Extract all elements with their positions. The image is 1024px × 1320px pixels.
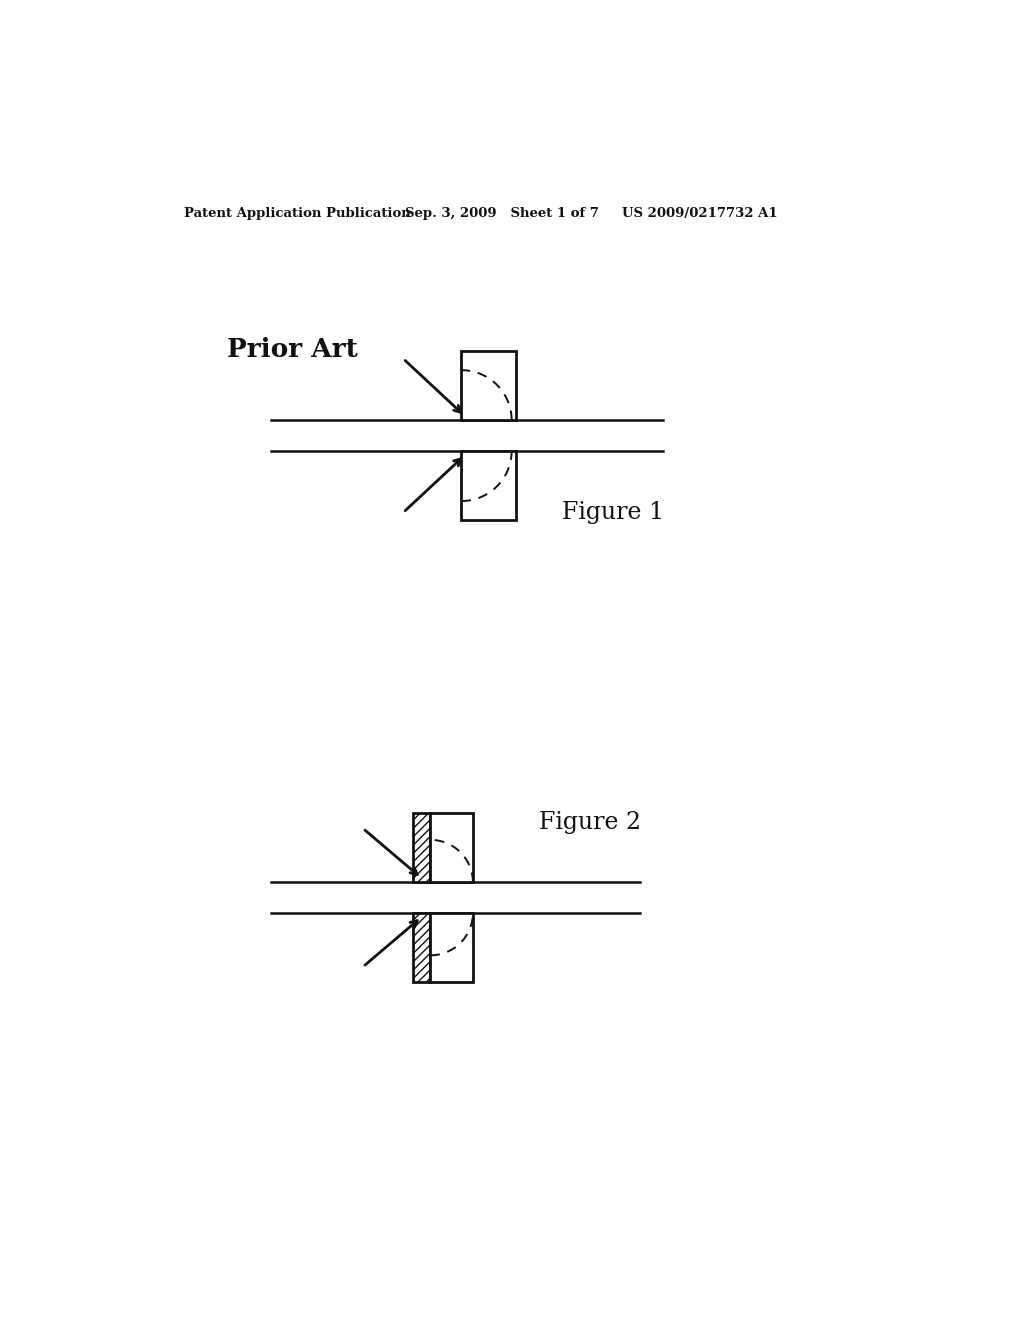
Text: Patent Application Publication: Patent Application Publication (183, 207, 411, 220)
Text: Figure 2: Figure 2 (539, 810, 641, 834)
Text: Figure 1: Figure 1 (562, 502, 665, 524)
Bar (414, 813, 430, 882)
Bar (430, 913, 473, 982)
Text: Sep. 3, 2009   Sheet 1 of 7: Sep. 3, 2009 Sheet 1 of 7 (406, 207, 599, 220)
Text: US 2009/0217732 A1: US 2009/0217732 A1 (623, 207, 778, 220)
Bar (461, 351, 515, 420)
Text: Prior Art: Prior Art (227, 337, 358, 362)
Bar (461, 451, 515, 520)
Bar (414, 913, 430, 982)
Bar (430, 813, 473, 882)
